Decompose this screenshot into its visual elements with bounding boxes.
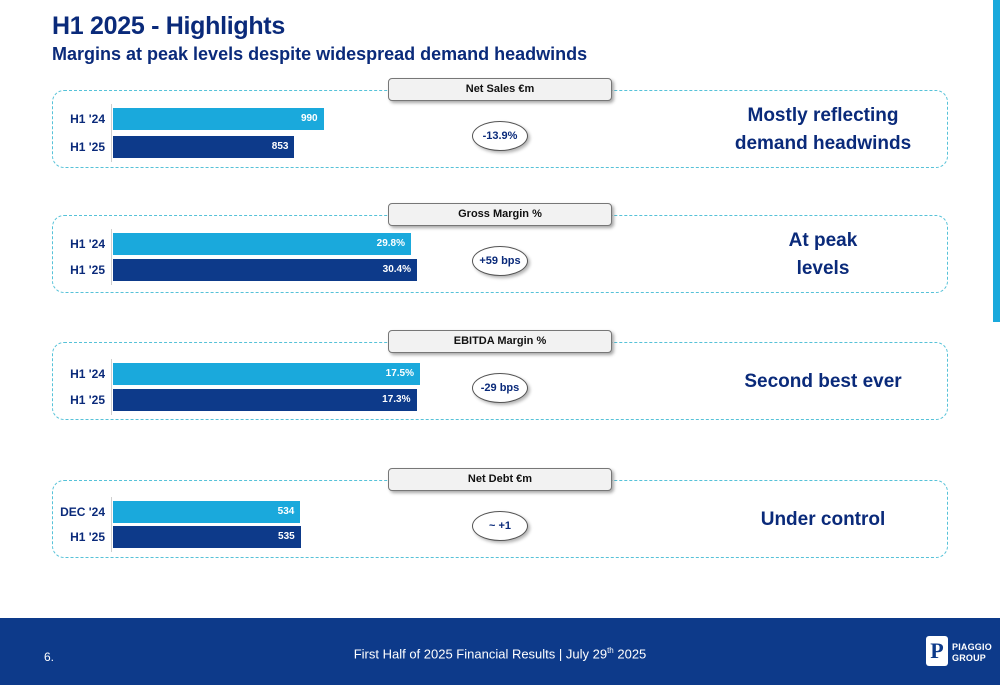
- gross-margin-bar-value: 30.4%: [382, 264, 411, 275]
- commentary-line: At peak: [788, 230, 858, 251]
- ebitda-margin-bar: 17.5%: [113, 363, 421, 385]
- gross-margin-bar: 29.8%: [113, 233, 411, 255]
- gross-margin-bar: 30.4%: [113, 259, 417, 281]
- net-debt-bar-value: 534: [277, 506, 295, 517]
- right-accent-bar: [993, 0, 1000, 322]
- net-sales-bar: 990: [113, 108, 324, 130]
- gross-margin-change-badge: +59 bps: [472, 246, 528, 276]
- ebitda-margin-bar: 17.3%: [113, 389, 417, 411]
- net-sales-bar-value: 990: [300, 113, 318, 124]
- gross-margin-commentary: At peak levels: [703, 227, 943, 283]
- logo-letter: P: [930, 638, 944, 663]
- ebitda-margin-change-badge: -29 bps: [472, 373, 528, 403]
- ebitda-margin-category-label: H1 '25: [70, 393, 105, 407]
- net-debt-bar-value: 535: [278, 531, 295, 542]
- net-sales-axis-line: [111, 104, 112, 162]
- commentary-line: Second best ever: [744, 371, 902, 392]
- net-sales-bar: 853: [113, 136, 295, 158]
- logo-text-line1: PIAGGIO: [952, 642, 992, 652]
- net-debt-bar: 534: [113, 501, 301, 523]
- net-sales-metric-label: Net Sales €m: [388, 78, 612, 101]
- net-sales-commentary: Mostly reflecting demand headwinds: [703, 102, 943, 158]
- net-debt-metric-label: Net Debt €m: [388, 468, 612, 491]
- gross-margin-panel: Gross Margin % H1 '24 29.8% H1 '25 30.4% +59 …: [52, 203, 948, 293]
- footer-text-main: First Half of 2025 Financial Results | J…: [353, 646, 608, 662]
- net-sales-change-badge: -13.9%: [472, 121, 528, 151]
- net-debt-category-label: H1 '25: [70, 530, 105, 544]
- commentary-line: Mostly reflecting: [747, 105, 899, 126]
- ebitda-margin-commentary: Second best ever: [703, 368, 943, 396]
- net-sales-category-label: H1 '24: [70, 112, 105, 126]
- piaggio-group-logo: P PIAGGIO GROUP: [926, 634, 992, 670]
- footer-text: First Half of 2025 Financial Results | J…: [0, 646, 1000, 661]
- page-title: H1 2025 - Highlights: [52, 12, 285, 40]
- ebitda-margin-metric-label: EBITDA Margin %: [388, 330, 612, 353]
- page-number: 6.: [44, 650, 55, 664]
- gross-margin-axis-line: [111, 229, 112, 285]
- footer-text-sup: th: [607, 646, 614, 655]
- net-sales-bar-value: 853: [271, 141, 289, 152]
- net-debt-commentary: Under control: [703, 506, 943, 534]
- gross-margin-metric-label: Gross Margin %: [388, 203, 612, 226]
- ebitda-margin-bar-value: 17.5%: [385, 368, 415, 379]
- net-debt-change-badge: ~ +1: [472, 511, 528, 541]
- commentary-line: levels: [796, 258, 850, 279]
- logo-text-line2: GROUP: [952, 653, 987, 663]
- page-subtitle: Margins at peak levels despite widesprea…: [52, 44, 588, 64]
- footer: 6. First Half of 2025 Financial Results …: [0, 618, 1000, 685]
- ebitda-margin-bar-value: 17.3%: [382, 394, 411, 405]
- commentary-line: Under control: [760, 509, 886, 530]
- net-debt-bar: 535: [113, 526, 301, 548]
- net-debt-axis-line: [111, 497, 112, 552]
- footer-text-tail: 2025: [613, 646, 647, 662]
- net-debt-category-label: DEC '24: [60, 505, 105, 519]
- ebitda-margin-panel: EBITDA Margin % H1 '24 17.5% H1 '25 17.3% -29…: [52, 330, 948, 420]
- gross-margin-category-label: H1 '24: [70, 237, 105, 251]
- net-sales-panel: Net Sales €m H1 '24 990 H1 '25 853 -13.9% Most…: [52, 78, 948, 168]
- ebitda-margin-axis-line: [111, 359, 112, 415]
- logo-mark-icon: [926, 636, 948, 666]
- net-sales-category-label: H1 '25: [70, 140, 105, 154]
- ebitda-margin-category-label: H1 '24: [70, 367, 105, 381]
- gross-margin-category-label: H1 '25: [70, 263, 105, 277]
- gross-margin-bar-value: 29.8%: [376, 238, 405, 249]
- net-debt-panel: Net Debt €m DEC '24 534 H1 '25 535 ~ +1 Under …: [52, 468, 948, 558]
- commentary-line: demand headwinds: [734, 133, 912, 154]
